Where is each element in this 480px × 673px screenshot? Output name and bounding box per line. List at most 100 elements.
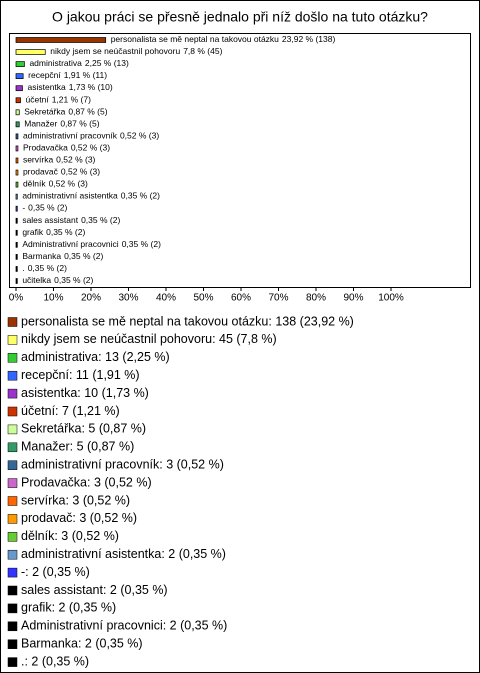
legend-swatch [7,532,18,542]
legend-label: Sekretářka: 5 (0,87 %) [21,422,146,436]
bar [15,181,19,188]
legend-label: grafik: 2 (0,35 %) [21,601,116,615]
bar-category: - [22,203,25,213]
legend-swatch [7,335,18,345]
legend-label: asistentka: 10 (1,73 %) [21,386,149,400]
x-tick-label: 100% [378,293,404,304]
bar-value-label: 0,35 % (2) [54,275,93,285]
plot-frame [9,33,471,288]
legend-label: sales assistant: 2 (0,35 %) [21,583,168,597]
legend-label: administrativní asistentka: 2 (0,35 %) [21,547,226,561]
bar [15,278,18,284]
bar-category: asistentka [27,82,66,92]
chart-title: O jakou práci se přesně jednalo při níž … [52,9,428,25]
bar-label: administrativní asistentka 0,35 % (2) [22,191,160,201]
bar-label: servírka 0,52 % (3) [23,155,96,165]
bar [15,205,18,212]
bar-category: prodavač [23,167,59,177]
bar-value-label: 0,35 % (2) [64,251,103,261]
legend-label: personalista se mě neptal na takovou otá… [21,314,354,328]
legend-swatch [7,621,18,632]
bar-label: Barmanka 0,35 % (2) [22,251,103,261]
bar-category: Manažer [24,119,57,129]
bar-category: . [22,263,24,273]
bar-value-label: 1,91 % (11) [64,70,107,80]
x-tick-label: 40% [156,293,176,304]
legend-label: Administrativní pracovnici: 2 (0,35 %) [21,619,227,633]
legend-swatch [7,478,18,488]
x-tick-label: 90% [343,293,363,304]
bar [15,242,18,248]
x-tick-label: 60% [231,293,251,304]
bar [15,37,107,43]
bar [15,61,25,67]
legend-swatch [7,603,18,614]
bar-category: dělník [23,179,46,189]
bar-value-label: 0,35 % (2) [46,227,85,237]
bar [15,97,21,104]
bar-category: sales assistant [22,215,78,225]
legend-swatch [7,406,18,417]
bar-label: dělník 0,52 % (3) [23,179,88,189]
bar [15,85,23,92]
bar-category: Administrativní pracovnici [22,239,118,249]
legend-swatch [7,585,18,596]
bar-label: administrativa 2,25 % (13) [29,58,129,68]
legend-swatch [7,370,18,381]
bar-label: personalista se mě neptal na takovou otá… [111,34,336,44]
bar-category: administrativní asistentka [22,191,118,201]
legend-label: administrativa: 13 (2,25 %) [21,350,170,364]
bar-category: personalista se mě neptal na takovou otá… [111,34,279,44]
legend-label: Barmanka: 2 (0,35 %) [21,636,143,650]
legend-swatch [7,496,18,506]
bar-label: grafik 0,35 % (2) [22,227,85,237]
legend-swatch [7,388,18,399]
bar-value-label: 0,87 % (5) [68,107,107,117]
bar [15,193,18,200]
bar-value-label: 7,8 % (45) [183,46,222,56]
bar-label: prodavač 0,52 % (3) [23,167,100,177]
bar-category: administrativní pracovník [23,131,118,141]
bar-category: grafik [22,227,44,237]
bar-value-label: 23,92 % (138) [282,34,336,44]
legend-swatch [7,442,18,453]
bar [15,109,20,116]
legend-label: účetní: 7 (1,21 %) [21,404,120,418]
legend-swatch [7,353,18,363]
bar-label: asistentka 1,73 % (10) [27,82,112,92]
legend-swatch [7,514,18,524]
bar-label: účetní 1,21 % (7) [26,95,92,105]
bar-label: recepční 1,91 % (11) [28,70,107,80]
x-tick-label: 70% [268,293,288,304]
bar [15,266,18,272]
bar-label: administrativní pracovník 0,52 % (3) [23,131,159,141]
bar-category: učitelka [22,275,51,285]
legend-swatch [7,567,18,578]
bar-value-label: 0,35 % (2) [122,239,161,249]
bar [15,254,18,260]
bar [15,133,19,140]
bar-value-label: 0,52 % (3) [56,155,95,165]
legend-swatch [7,657,18,667]
x-tick-label: 20% [81,293,101,304]
bar-value-label: 0,52 % (3) [49,179,88,189]
legend-label: .: 2 (0,35 %) [21,654,89,668]
legend-label: servírka: 3 (0,52 %) [21,493,130,507]
bar-category: Prodavačka [23,143,68,153]
bar-label: . 0,35 % (2) [22,263,67,273]
x-tick-label: 0% [9,293,24,304]
x-tick-label: 30% [118,293,138,304]
bar-label: učitelka 0,35 % (2) [22,275,93,285]
bar-value-label: 0,35 % (2) [28,263,67,273]
bar-category: nikdy jsem se neúčastnil pohovoru [50,46,180,56]
bar-label: Prodavačka 0,52 % (3) [23,143,110,153]
bar [15,145,19,152]
legend-label: Prodavačka: 3 (0,52 %) [21,475,152,489]
legend-label: dělník: 3 (0,52 %) [21,529,119,543]
x-tick-label: 80% [306,293,326,304]
bar-label: -0,35 % (2) [22,203,67,213]
bar-value-label: 1,21 % (7) [52,95,91,105]
legend-swatch [7,549,18,560]
legend-label: -: 2 (0,35 %) [21,565,90,579]
